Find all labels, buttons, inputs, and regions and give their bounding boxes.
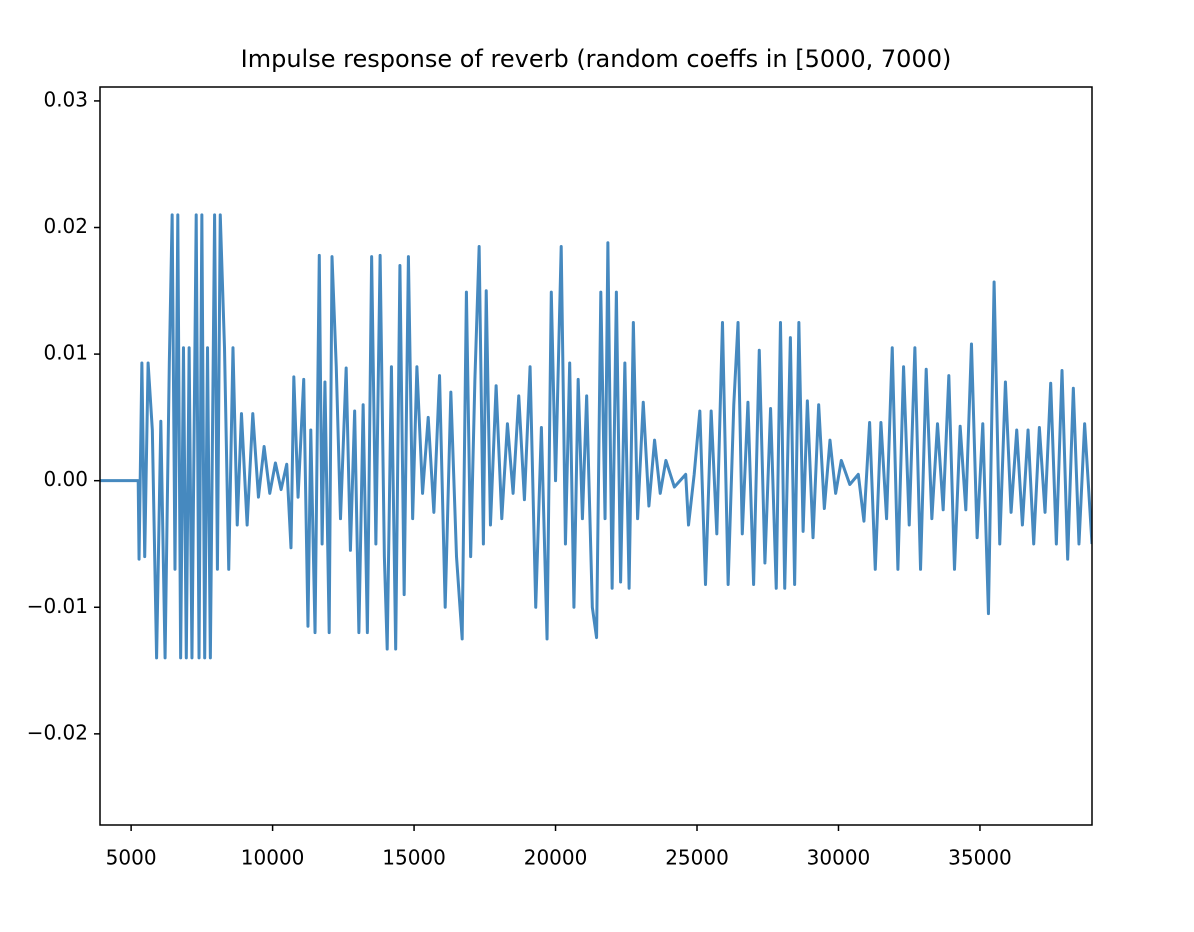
- plot-frame: [99, 86, 1093, 826]
- x-tick-label: 30000: [807, 846, 871, 870]
- x-tick-label: 5000: [106, 846, 157, 870]
- x-tick-label: 20000: [524, 846, 588, 870]
- x-tick-label: 15000: [382, 846, 446, 870]
- chart-title: Impulse response of reverb (random coeff…: [241, 45, 952, 73]
- y-tick-label: 0.02: [43, 214, 88, 238]
- y-tick-label: 0.03: [43, 87, 88, 111]
- signal-line: [100, 213, 1092, 660]
- x-tick-label: 25000: [665, 846, 729, 870]
- y-tick-label: −0.01: [27, 594, 88, 618]
- y-tick-label: 0.01: [43, 341, 88, 365]
- y-tick-label: 0.00: [43, 467, 88, 491]
- x-tick-label: 10000: [241, 846, 305, 870]
- x-tick-label: 35000: [948, 846, 1012, 870]
- y-tick-label: −0.02: [27, 720, 88, 744]
